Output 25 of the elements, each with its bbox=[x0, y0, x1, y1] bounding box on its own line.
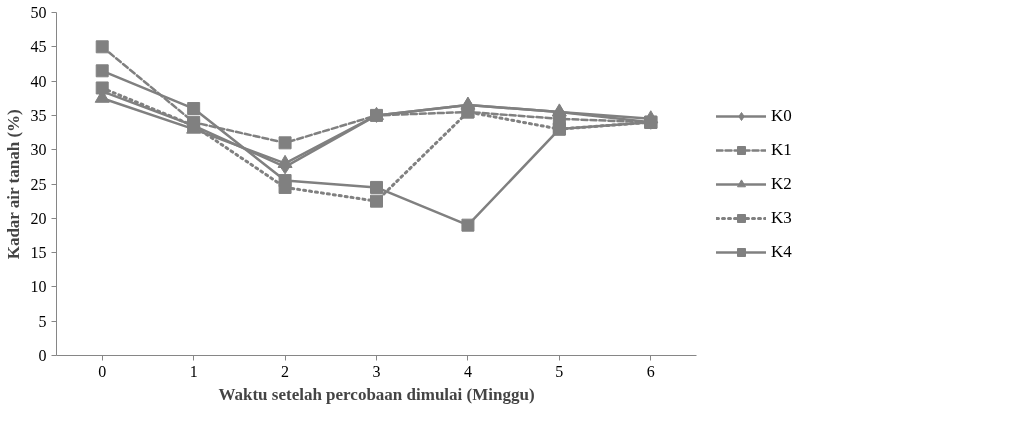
x-tick-label: 3 bbox=[372, 362, 381, 380]
legend-label: K0 bbox=[771, 105, 792, 126]
y-tick-label: 25 bbox=[30, 175, 47, 193]
x-tick-label: 0 bbox=[98, 362, 107, 380]
y-tick-label: 40 bbox=[30, 72, 47, 90]
legend-label: K3 bbox=[771, 207, 792, 228]
x-axis-title: Waktu setelah percobaan dimulai (Minggu) bbox=[218, 384, 535, 404]
x-tick-label: 5 bbox=[555, 362, 564, 380]
x-tick-label: 2 bbox=[281, 362, 290, 380]
y-tick-label: 35 bbox=[30, 106, 47, 124]
y-tick-label: 30 bbox=[30, 141, 47, 159]
y-tick-label: 45 bbox=[30, 38, 47, 56]
x-tick-label: 1 bbox=[189, 362, 198, 380]
x-tick-label: 4 bbox=[463, 362, 472, 380]
y-tick-label: 50 bbox=[30, 4, 47, 21]
x-tick-label: 6 bbox=[646, 362, 655, 380]
y-tick-label: 5 bbox=[38, 312, 47, 330]
legend-label: K2 bbox=[771, 173, 792, 194]
y-tick-label: 20 bbox=[30, 209, 47, 227]
y-tick-label: 15 bbox=[30, 244, 47, 262]
y-axis-title: Kadar air tanah (%) bbox=[3, 109, 23, 260]
legend-label: K4 bbox=[771, 241, 792, 262]
legend-label: K1 bbox=[771, 139, 792, 160]
y-tick-label: 10 bbox=[30, 278, 47, 296]
y-tick-label: 0 bbox=[38, 347, 47, 364]
